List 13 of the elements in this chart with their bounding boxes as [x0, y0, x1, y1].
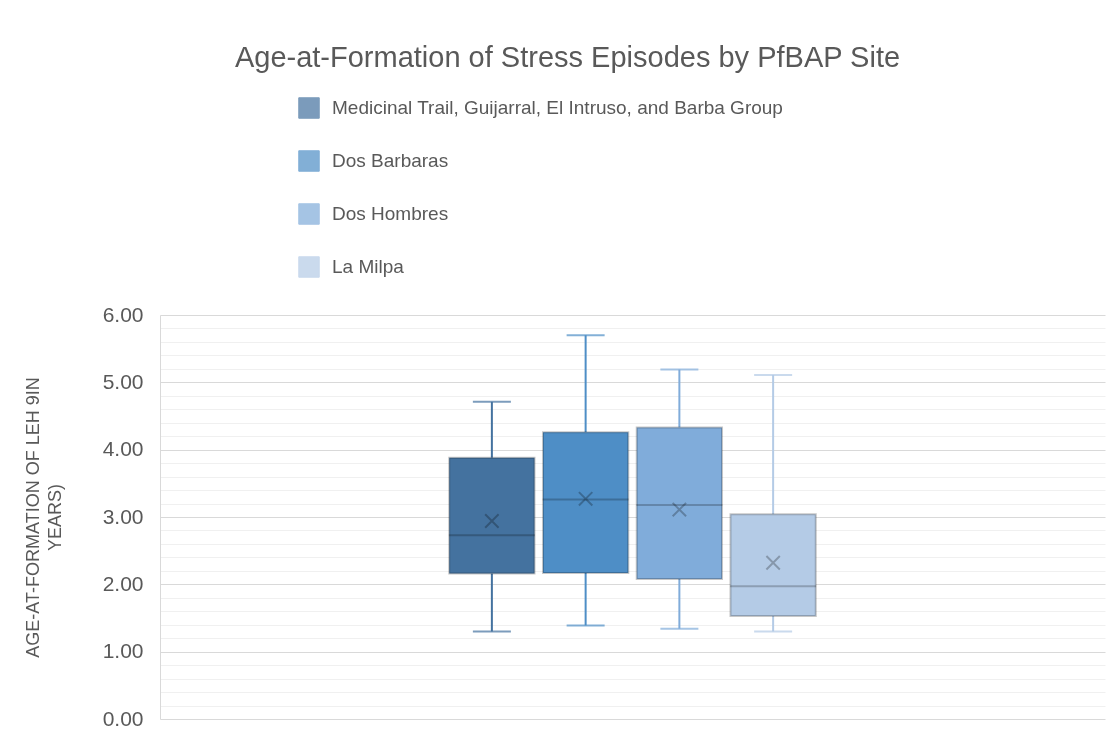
legend-label: Medicinal Trail, Guijarral, El Intruso, and Barba Group — [332, 97, 783, 118]
y-tick-label: 2.00 — [102, 571, 144, 595]
y-axis-title: AGE-AT-FORMATION OF LEH 9IN YEARS) — [22, 377, 65, 658]
y-tick-label: 1.00 — [102, 639, 144, 663]
legend-label: La Milpa — [332, 256, 405, 277]
y-tick-label: 4.00 — [102, 437, 144, 461]
y-tick-label: 5.00 — [102, 369, 144, 393]
y-tick-label: 3.00 — [102, 504, 144, 528]
y-tick-label: 0.00 — [102, 706, 144, 730]
legend-label: Dos Barbaras — [332, 150, 449, 171]
chart-title: Age-at-Formation of Stress Episodes by PfBAP Site — [234, 41, 901, 73]
y-tick-label: 6.00 — [102, 302, 144, 326]
legend-label: Dos Hombres — [332, 203, 449, 224]
